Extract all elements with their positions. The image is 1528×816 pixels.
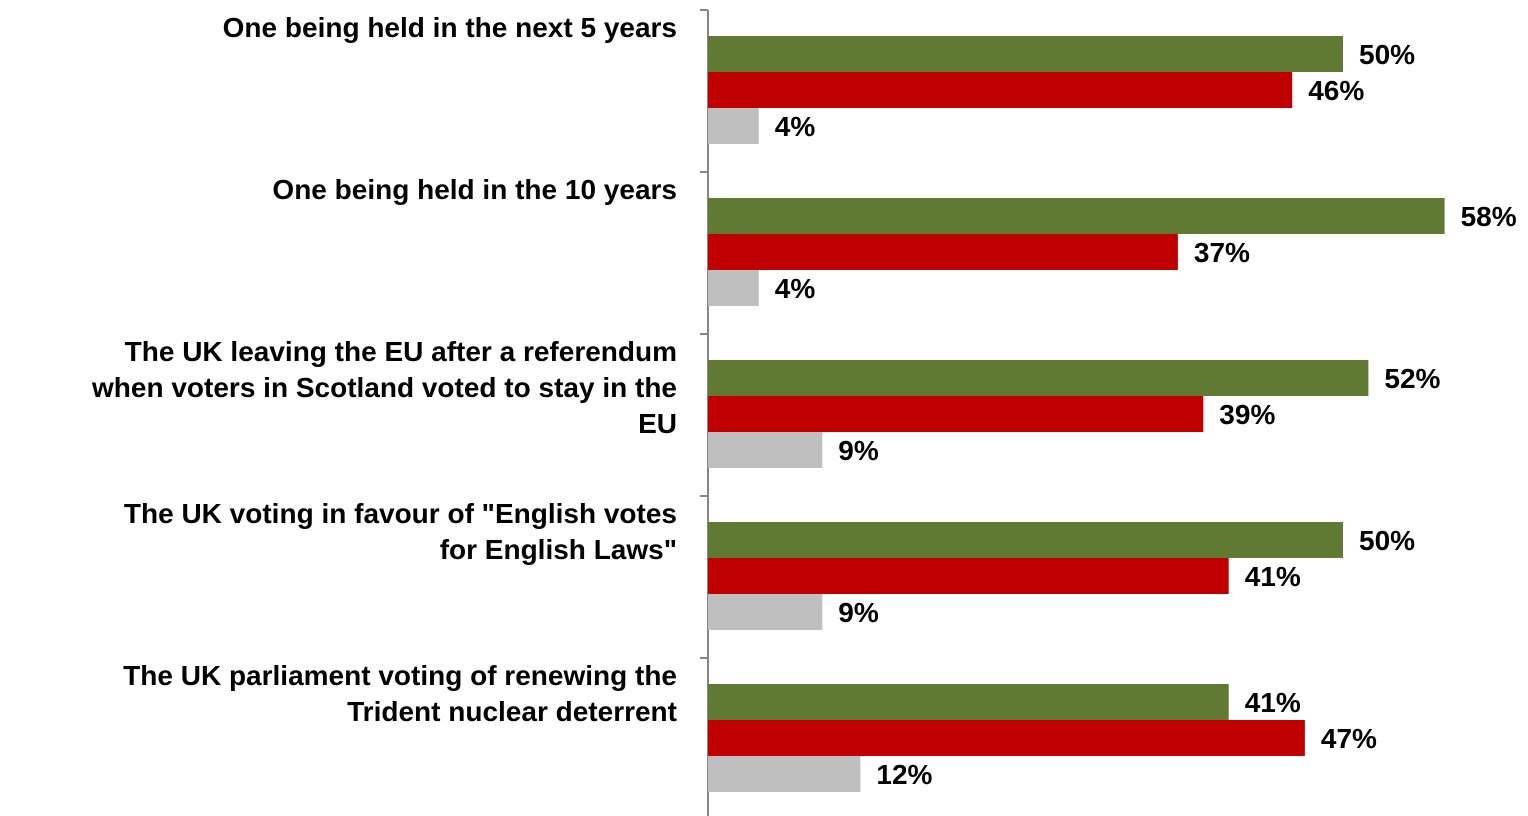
category-label: The UK leaving the EU after a referendum — [125, 336, 677, 367]
axis-layer — [700, 9, 709, 816]
bar-series-3-category-4 — [708, 594, 823, 630]
category-label: when voters in Scotland voted to stay in… — [91, 372, 677, 403]
data-label: 41% — [1245, 561, 1301, 592]
bar-series-2-category-3 — [708, 396, 1204, 432]
bar-series-1-category-1 — [708, 36, 1343, 72]
category-label: One being held in the 10 years — [272, 174, 677, 205]
bar-series-2-category-2 — [708, 234, 1178, 270]
data-label: 47% — [1321, 723, 1377, 754]
data-label: 41% — [1245, 687, 1301, 718]
bar-series-1-category-5 — [708, 684, 1229, 720]
bar-series-1-category-3 — [708, 360, 1369, 396]
data-label: 58% — [1461, 201, 1517, 232]
data-label: 9% — [838, 435, 879, 466]
data-label: 4% — [775, 111, 816, 142]
category-label: Trident nuclear deterrent — [347, 696, 677, 727]
bar-series-1-category-4 — [708, 522, 1343, 558]
bar-series-2-category-5 — [708, 720, 1305, 756]
category-label: EU — [638, 408, 677, 439]
category-label: The UK voting in favour of "English vote… — [124, 498, 677, 529]
bar-series-3-category-5 — [708, 756, 861, 792]
data-label: 50% — [1359, 39, 1415, 70]
data-label: 50% — [1359, 525, 1415, 556]
data-label: 9% — [838, 597, 879, 628]
data-label: 39% — [1219, 399, 1275, 430]
category-labels-layer: One being held in the next 5 years One be… — [91, 12, 677, 727]
bar-series-2-category-4 — [708, 558, 1229, 594]
bar-series-1-category-2 — [708, 198, 1445, 234]
value-labels-layer: 50% 46% 4% 58% 37% 4% 52% 39% 9% 50% 41% 9% 41% 47% 12… — [775, 39, 1517, 790]
bar-series-3-category-1 — [708, 108, 759, 144]
data-label: 52% — [1384, 363, 1440, 394]
data-label: 46% — [1308, 75, 1364, 106]
data-label: 37% — [1194, 237, 1250, 268]
bars-layer — [708, 36, 1445, 792]
bar-series-2-category-1 — [708, 72, 1293, 108]
data-label: 4% — [775, 273, 816, 304]
data-label: 12% — [876, 759, 932, 790]
bar-series-3-category-3 — [708, 432, 823, 468]
bar-series-3-category-2 — [708, 270, 759, 306]
category-label: One being held in the next 5 years — [223, 12, 677, 43]
category-label: for English Laws" — [440, 534, 677, 565]
category-label: The UK parliament voting of renewing the — [123, 660, 677, 691]
